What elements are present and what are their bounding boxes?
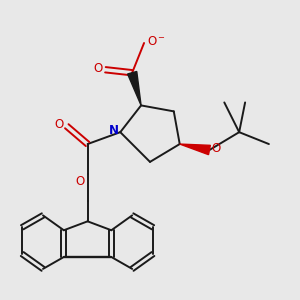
Text: O$^-$: O$^-$	[147, 35, 166, 48]
Text: O: O	[55, 118, 64, 131]
Text: O: O	[93, 62, 102, 75]
Text: N: N	[109, 124, 119, 137]
Text: O: O	[75, 175, 85, 188]
Polygon shape	[128, 71, 141, 105]
Text: O: O	[211, 142, 220, 155]
Polygon shape	[180, 144, 210, 155]
